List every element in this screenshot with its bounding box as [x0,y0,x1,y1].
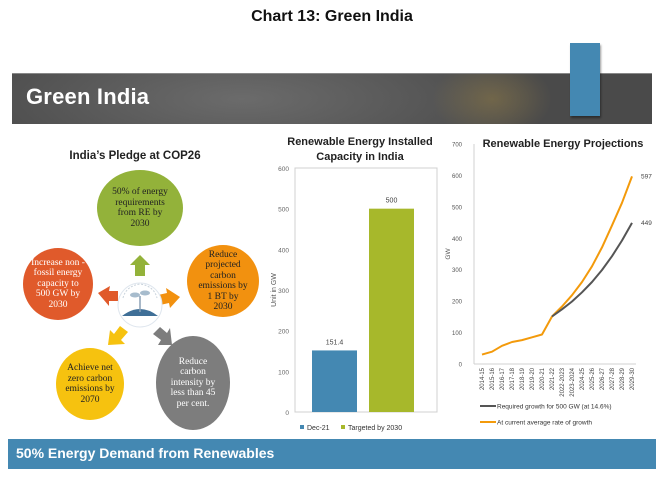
line-chart: 0 100 200 300 400 500 600 700 GW 2014-15 2015-16 20… [445,143,652,427]
pledge-arrows [98,255,180,345]
banner-title: Green India [26,84,150,109]
series-current-rate [481,176,633,356]
legend-swatch [341,425,345,429]
arrow-right-icon [158,288,180,308]
y-tick-label: 0 [285,410,289,417]
pledge-title: India’s Pledge at COP26 [69,150,201,162]
y-axis-label: Unit in GW [271,273,278,307]
line-chart-title: Renewable Energy Projections [482,138,644,150]
x-tick-label: 2016-17 [500,367,506,390]
footer-banner: 50% Energy Demand from Renewables [8,439,656,469]
legend-label: Targeted by 2030 [348,425,402,432]
y-tick-label: 400 [278,247,289,254]
x-tick-label: 2029-30 [630,367,636,390]
y-tick-label: 600 [452,174,463,180]
y-tick-label: 600 [278,166,289,173]
x-tick-label: 2015-16 [490,367,496,390]
arrow-down-right-icon [153,327,172,345]
y-axis-label: GW [445,248,452,260]
pledge-text: Reduce carbon intensity by less than 45 … [170,356,216,409]
y-tick-label: 300 [452,268,463,274]
x-tick-label: 2025-26 [590,367,596,390]
legend-swatch [300,425,304,429]
x-tick-label: 2027-28 [610,367,616,390]
end-label: 597 [641,173,652,180]
bar-chart-title: Renewable Energy Installed Capacity in I… [287,136,433,163]
plot-area [294,167,438,413]
pledge-text: Reduce projected carbon emissions by 1 B… [198,249,248,313]
x-tick-label: 2024-25 [580,367,586,390]
end-label: 449 [641,220,652,227]
y-tick-label: 0 [459,363,463,369]
pledge-circle-renewable-energy: 50% of energy requirements from RE by 20… [97,170,183,246]
legend-label: At current average rate of growth [497,420,592,427]
pledge-text: Achieve net zero carbon emissions by 207… [65,363,115,405]
arrow-up-icon [130,255,150,276]
y-tick-label: 700 [452,143,463,149]
bar-chart: 0 100 200 300 400 500 600 Unit in GW 151.4 500 Dec… [271,166,438,432]
section-banner: Green India [12,73,652,124]
pledge-text: 50% of energy requirements from RE by 20… [112,187,168,229]
bar-targeted-2030 [369,208,414,412]
x-tick-label: 2014-15 [480,367,486,390]
page-title: Chart 13: Green India [251,8,413,25]
pledge-circle-carbon-emissions: Reduce projected carbon emissions by 1 B… [187,245,259,317]
banner-accent-block [570,43,600,116]
footer-text: 50% Energy Demand from Renewables [16,445,275,461]
x-tick-label: 2017-18 [510,367,516,390]
y-tick-label: 400 [452,237,463,243]
x-tick-label: 2028-29 [620,367,626,390]
x-tick-label: 2022-2023 [560,367,566,396]
legend-label: Required growth for 500 GW (at 14.6%) [497,404,612,411]
x-tick-label: 2021-22 [550,367,556,390]
sapling-icon [117,282,163,328]
y-tick-label: 200 [278,329,289,336]
pledge-circle-carbon-intensity: Reduce carbon intensity by less than 45 … [156,336,230,430]
y-tick-label: 100 [452,331,463,337]
x-tick-label: 2023-2024 [570,367,576,396]
bar-dec-21 [312,350,357,412]
pledge-circle-non-fossil: Increase non - fossil energy capacity to… [23,248,93,320]
pledge-circle-net-zero: Achieve net zero carbon emissions by 207… [56,348,124,420]
arrow-down-left-icon [108,326,128,345]
data-label: 151.4 [326,339,344,346]
x-tick-label: 2019-20 [530,367,536,390]
x-tick-label: 2020-21 [540,367,546,390]
x-tick-label: 2026-27 [600,367,606,390]
data-label: 500 [386,198,398,205]
pledge-text: Increase non - fossil energy capacity to… [31,257,85,310]
legend-label: Dec-21 [307,425,330,432]
series-required-growth [551,222,633,318]
y-tick-label: 500 [278,207,289,214]
y-tick-label: 500 [452,205,463,211]
y-tick-label: 100 [278,369,289,376]
arrow-left-icon [98,286,118,306]
y-tick-label: 300 [278,288,289,295]
x-tick-label: 2018-19 [520,367,526,390]
y-tick-label: 200 [452,300,463,306]
